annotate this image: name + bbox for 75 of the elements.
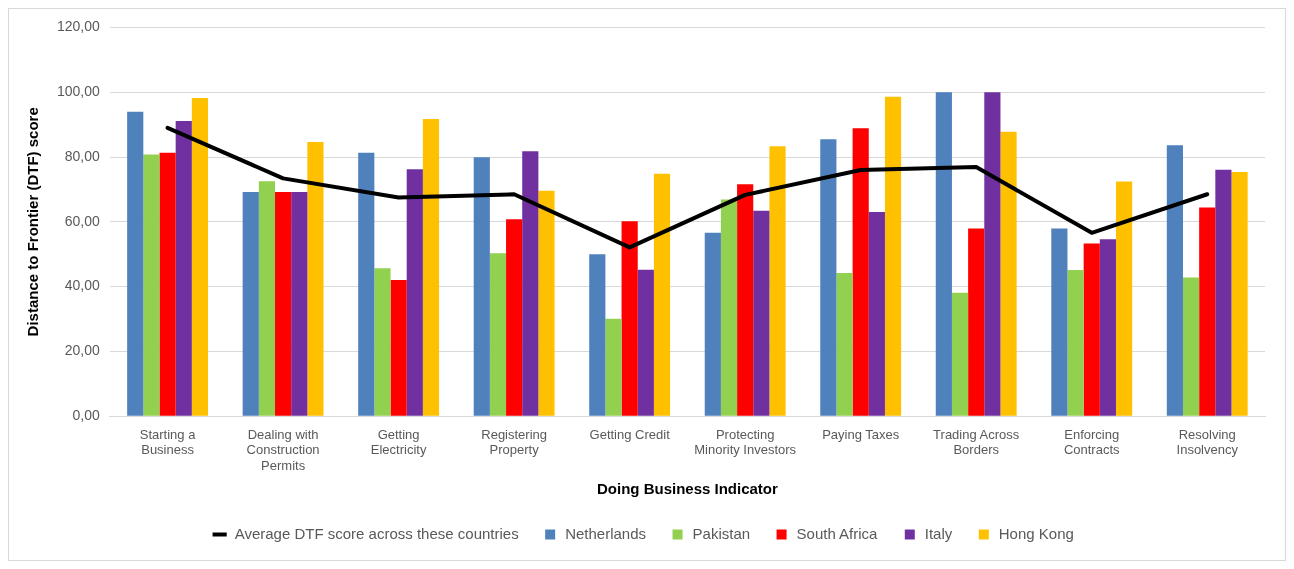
bar: [1067, 270, 1084, 416]
bar: [935, 92, 952, 416]
y-tick-label: 0,00: [72, 407, 101, 424]
bar: [506, 219, 523, 416]
bar: [637, 269, 654, 416]
y-axis-title: Distance to Frontier (DTF) score: [24, 107, 42, 337]
bar: [769, 146, 786, 416]
bar: [968, 228, 985, 416]
bar: [159, 152, 176, 416]
x-tick-label: Registering Property: [481, 426, 548, 458]
bar: [951, 292, 969, 416]
x-tick-label: Getting Credit: [589, 426, 671, 442]
x-tick-label: Enforcing Contracts: [1063, 426, 1121, 458]
bar: [737, 184, 754, 416]
bar: [836, 272, 853, 416]
legend-label: South Africa: [796, 524, 879, 542]
bar: [621, 221, 638, 416]
bar: [1166, 145, 1183, 416]
bar: [720, 199, 738, 416]
bar: [1051, 228, 1068, 416]
legend-label: Pakistan: [692, 524, 751, 542]
bar: [1000, 131, 1017, 416]
bar: [868, 212, 885, 416]
legend-label: Italy: [924, 524, 953, 542]
bar: [422, 119, 440, 416]
x-axis-title: Doing Business Indicator: [596, 480, 778, 498]
bar: [390, 280, 407, 416]
bar: [275, 191, 292, 416]
bar: [753, 210, 770, 416]
y-tick-label: 40,00: [64, 277, 101, 294]
bar: [589, 254, 606, 416]
legend-label: Netherlands: [565, 524, 647, 542]
bar: [143, 154, 160, 416]
bar: [884, 96, 902, 416]
bar: [127, 111, 144, 416]
bar: [489, 253, 507, 416]
y-tick-label: 60,00: [64, 212, 101, 229]
legend-label: Average DTF score across these countries: [234, 524, 519, 542]
x-tick-label: Trading Across Borders: [933, 426, 1020, 458]
bar: [820, 139, 837, 416]
x-tick-label: Paying Taxes: [822, 426, 900, 442]
y-tick-label: 120,00: [56, 18, 101, 35]
bar: [852, 128, 869, 416]
bar: [522, 151, 539, 416]
bar: [406, 169, 423, 416]
bar: [473, 157, 490, 416]
bar: [653, 173, 671, 416]
legend-label: Hong Kong: [998, 524, 1074, 542]
bar: [307, 142, 324, 416]
x-tick-label: Starting a Business: [139, 426, 197, 458]
x-tick-label: Dealing with Construction Permits: [246, 426, 320, 473]
bar: [1099, 239, 1116, 416]
bar: [984, 92, 1001, 416]
bar: [1083, 243, 1100, 416]
y-tick-label: 100,00: [56, 83, 101, 100]
bar: [1115, 181, 1133, 416]
y-tick-label: 20,00: [64, 342, 101, 359]
bar: [175, 121, 192, 416]
x-tick-label: Getting Electricity: [370, 426, 427, 458]
y-tick-label: 80,00: [64, 147, 101, 164]
bar: [242, 191, 259, 416]
bar: [1231, 171, 1248, 416]
bar: [1199, 207, 1216, 416]
bar: [704, 232, 721, 416]
x-tick-label: Resolving Insolvency: [1176, 426, 1239, 458]
bar: [605, 318, 622, 416]
x-tick-label: Protecting Minority Investors: [694, 426, 797, 458]
bar: [538, 190, 555, 416]
bar: [358, 152, 375, 416]
bar: [291, 191, 308, 416]
bar: [374, 268, 391, 416]
bar: [191, 98, 209, 416]
bar: [1182, 277, 1200, 416]
bar: [1215, 169, 1232, 416]
bar: [258, 181, 276, 416]
